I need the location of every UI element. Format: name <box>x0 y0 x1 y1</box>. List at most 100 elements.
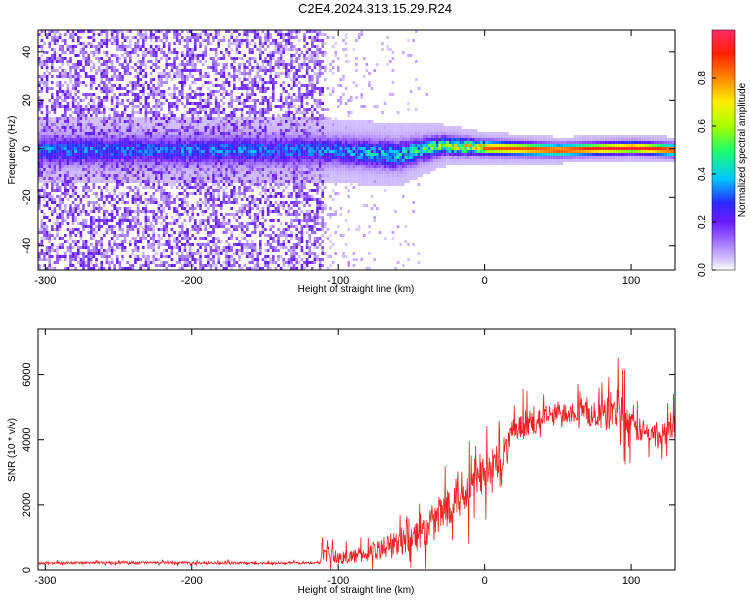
spectrogram-cell <box>139 126 142 129</box>
spectrogram-cell <box>92 117 96 120</box>
spectrogram-cell <box>225 222 228 225</box>
spectrogram-cell <box>43 228 46 231</box>
spectrogram-cell <box>168 48 171 51</box>
spectrogram-cell <box>186 69 189 72</box>
spectrogram-cell <box>248 126 252 129</box>
spectrogram-cell <box>90 189 93 192</box>
spectrogram-cell <box>191 192 194 195</box>
spectrogram-cell <box>64 171 67 174</box>
spectrogram-cell <box>222 222 226 225</box>
spectrogram-cell <box>103 159 106 162</box>
spectrogram-cell <box>84 126 88 129</box>
spectrogram-cell <box>116 135 119 138</box>
spectrogram-cell <box>144 255 148 258</box>
spectrogram-cell <box>144 174 148 177</box>
spectrogram-cell <box>142 120 145 123</box>
spectrogram-cell <box>53 138 57 141</box>
spectrogram-cell <box>199 111 202 114</box>
spectrogram-cell <box>53 183 57 186</box>
spectrogram-cell <box>61 237 64 240</box>
spectrogram-cell <box>162 42 166 45</box>
spectrogram-cell <box>147 153 150 156</box>
spectrogram-cell <box>139 171 142 174</box>
spectrogram-cell <box>274 195 278 198</box>
spectrogram-cell <box>269 162 272 165</box>
spectrogram-cell <box>209 48 213 51</box>
spectrogram-cell <box>212 195 215 198</box>
spectrogram-cell <box>207 96 210 99</box>
spectrogram-cell <box>152 54 155 57</box>
spectrogram-cell <box>227 162 231 165</box>
spectrogram-cell <box>116 138 119 141</box>
spectrogram-cell <box>131 114 135 117</box>
spectrogram-cell <box>152 171 155 174</box>
spectrogram-cell <box>48 120 51 123</box>
spectrogram-cell <box>188 51 192 54</box>
spectrogram-cell <box>207 123 210 126</box>
spectrogram-cell <box>168 168 171 171</box>
spectrogram-cell <box>269 147 272 150</box>
spectrogram-cell <box>235 168 239 171</box>
spectrogram-cell <box>209 117 213 120</box>
spectrogram-cell <box>165 201 168 204</box>
spectrogram-cell <box>152 114 155 117</box>
spectrogram-cell <box>95 240 98 243</box>
spectrogram-cell <box>246 111 249 114</box>
spectrogram-cell <box>113 180 116 183</box>
spectrogram-cell <box>64 57 67 60</box>
spectrogram-cell <box>142 144 145 147</box>
spectrogram-cell <box>157 135 161 138</box>
spectrogram-cell <box>84 222 88 225</box>
spectrogram-cell <box>201 135 205 138</box>
spectrogram-cell <box>175 207 179 210</box>
spectrogram-cell <box>248 159 252 162</box>
spectrogram-cell <box>118 141 122 144</box>
spectrogram-cell <box>149 201 153 204</box>
spectrogram-cell <box>186 252 189 255</box>
spectrogram-cell <box>188 174 192 177</box>
spectrogram-cell <box>217 240 220 243</box>
spectrogram-cell <box>272 42 275 45</box>
spectrogram-cell <box>186 201 189 204</box>
spectrogram-cell <box>97 111 101 114</box>
spectrogram-cell <box>69 162 72 165</box>
spectrogram-cell <box>274 174 278 177</box>
spectrogram-cell <box>90 177 93 180</box>
spectrogram-cell <box>240 144 244 147</box>
spectrogram-cell <box>227 45 231 48</box>
spectrogram-cell <box>191 150 194 153</box>
spectrogram-cell <box>134 111 137 114</box>
spectrogram-cell <box>134 255 137 258</box>
spectrogram-cell <box>240 252 244 255</box>
spectrogram-cell <box>110 66 114 69</box>
spectrogram-cell <box>149 54 153 57</box>
spectrogram-cell <box>134 147 137 150</box>
spectrogram-cell <box>152 255 155 258</box>
spectrogram-cell <box>113 129 116 132</box>
spectrogram-cell <box>259 267 262 270</box>
spectrogram-cell <box>90 150 93 153</box>
spectrogram-cell <box>82 81 85 84</box>
spectrogram-cell <box>134 198 137 201</box>
spectrogram-cell <box>87 150 90 153</box>
spectrogram-cell <box>149 246 153 249</box>
spectrogram-cell <box>40 132 44 135</box>
spectrogram-cell <box>194 267 197 270</box>
spectrogram-cell <box>266 69 270 72</box>
spectrogram-cell <box>225 258 228 261</box>
spectrogram-cell <box>123 93 127 96</box>
spectrogram-cell <box>121 183 124 186</box>
spectrogram-cell <box>118 30 122 33</box>
spectrogram-cell <box>38 228 41 231</box>
spectrogram-cell <box>79 108 83 111</box>
spectrogram-cell <box>58 246 62 249</box>
spectrogram-cell <box>214 189 218 192</box>
spectrogram-cell <box>147 156 150 159</box>
spectrogram-cell <box>259 150 262 153</box>
spectrogram-cell <box>82 186 85 189</box>
spectrogram-cell <box>139 195 142 198</box>
spectrogram-cell <box>53 42 57 45</box>
spectrogram-cell <box>251 171 254 174</box>
spectrogram-cell <box>181 87 184 90</box>
spectrogram-cell <box>225 231 228 234</box>
